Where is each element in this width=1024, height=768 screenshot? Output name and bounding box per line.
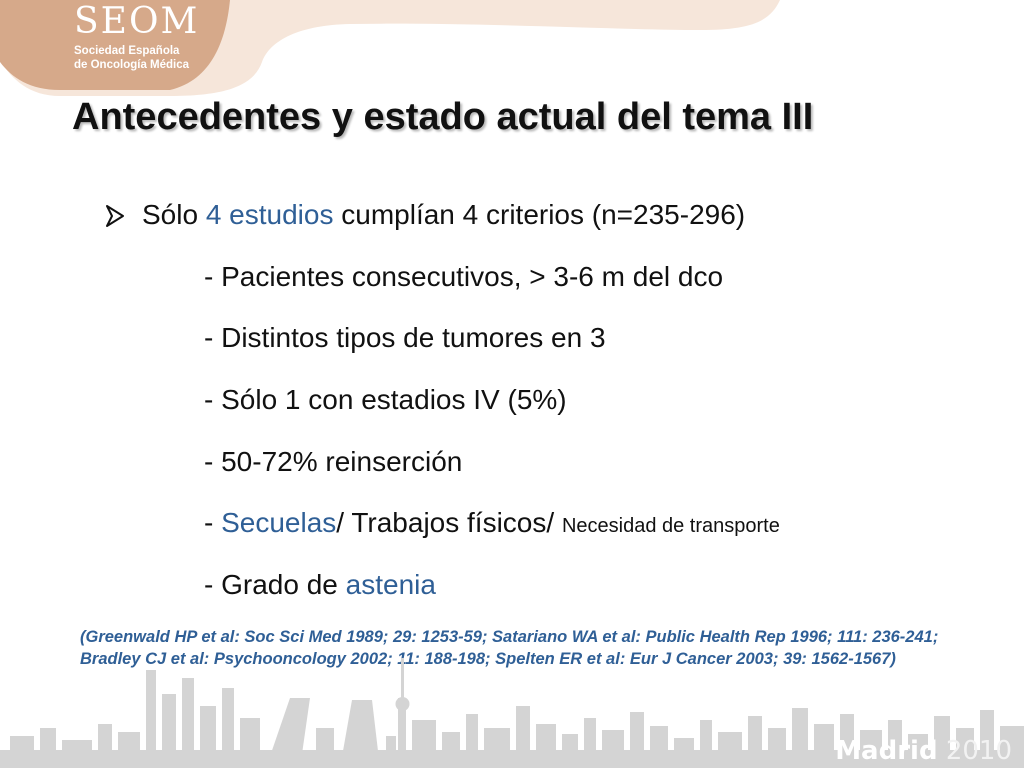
astenia-prefix: - Grado de xyxy=(204,569,346,600)
footer-city: Madrid xyxy=(835,736,938,766)
sub-item-3: - Sólo 1 con estadios IV (5%) xyxy=(204,384,567,415)
secuelas-small: Necesidad de transporte xyxy=(561,515,780,537)
sub-item-1: - Pacientes consecutivos, > 3-6 m del dc… xyxy=(204,261,724,292)
main-bullet: Sólo 4 estudios cumplían 4 criterios (n=… xyxy=(142,198,745,232)
secuelas-dash: - xyxy=(204,507,222,538)
footer-brand: Madrid 2010 xyxy=(835,736,1012,766)
madrid-skyline-icon xyxy=(0,658,1024,768)
secuelas-middle: / Trabajos físicos/ xyxy=(336,507,562,538)
main-bullet-prefix: Sólo xyxy=(142,199,206,230)
logo-subtitle-line2: de Oncología Médica xyxy=(74,59,190,71)
sub-item-astenia: - Grado de astenia xyxy=(204,568,436,602)
sub-item-4: - 50-72% reinserción xyxy=(204,446,463,477)
astenia-accent: astenia xyxy=(345,569,436,600)
secuelas-accent: Secuelas xyxy=(221,507,337,538)
arrow-bullet-icon xyxy=(106,205,124,227)
main-bullet-suffix: cumplían 4 criterios (n=235-296) xyxy=(333,199,746,230)
logo-subtitle-line1: Sociedad Española xyxy=(74,45,180,57)
footer-year: 2010 xyxy=(945,736,1012,766)
main-bullet-accent: 4 estudios xyxy=(205,199,334,230)
sub-item-secuelas: - Secuelas/ Trabajos físicos/ Necesidad … xyxy=(204,506,780,543)
sub-item-2: - Distintos tipos de tumores en 3 xyxy=(204,322,606,353)
logo-name: SEOM xyxy=(74,1,200,42)
header-banner-icon xyxy=(0,0,780,96)
slide-title: Antecedentes y estado actual del tema II… xyxy=(72,96,814,138)
citation: (Greenwald HP et al: Soc Sci Med 1989; 2… xyxy=(80,628,939,668)
